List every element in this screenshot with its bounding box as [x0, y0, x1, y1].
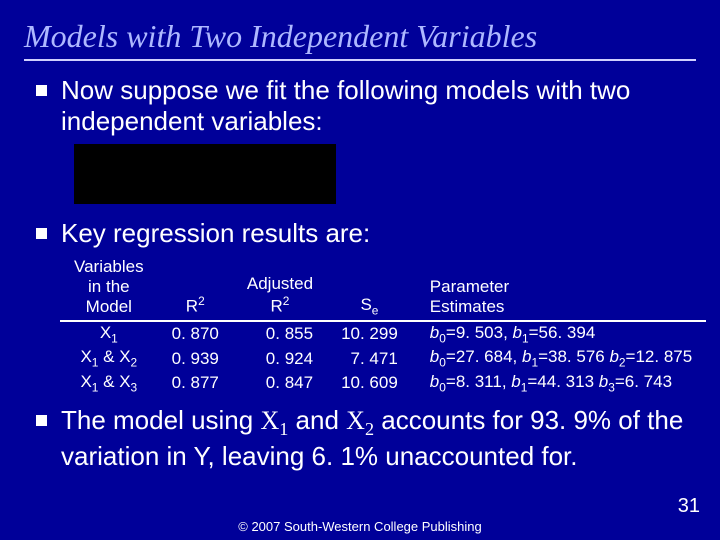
table-row: X10. 8700. 85510. 299b0=9. 503, b1=56. 3… — [60, 321, 706, 346]
cell-adj: 0. 855 — [233, 321, 327, 346]
cell-vars: X1 & X2 — [60, 346, 158, 370]
b3-x2: X — [346, 406, 365, 435]
bullet-1-text: Now suppose we fit the following models … — [61, 75, 696, 136]
footer-copyright: © 2007 South-Western College Publishing — [0, 519, 720, 534]
bullet-marker-icon — [36, 228, 47, 239]
page-number: 31 — [678, 495, 700, 518]
table-row: X1 & X20. 9390. 9247. 471b0=27. 684, b1=… — [60, 346, 706, 370]
col-vars-l1: Variables — [74, 257, 144, 276]
cell-est: b0=8. 311, b1=44. 313 b3=6. 743 — [412, 371, 706, 395]
bullet-2-text: Key regression results are: — [61, 218, 370, 249]
table-row: X1 & X30. 8770. 84710. 609b0=8. 311, b1=… — [60, 371, 706, 395]
cell-r2: 0. 870 — [158, 321, 233, 346]
col-se-sub: e — [372, 303, 379, 317]
cell-se: 10. 299 — [327, 321, 412, 346]
cell-r2: 0. 939 — [158, 346, 233, 370]
bullet-3-text: The model using X1 and X2 accounts for 9… — [61, 405, 696, 471]
cell-vars: X1 & X3 — [60, 371, 158, 395]
b3-x1: X — [260, 406, 279, 435]
cell-se: 7. 471 — [327, 346, 412, 370]
col-se: Se — [327, 257, 412, 321]
equation-box — [74, 144, 336, 204]
col-adj-sup: 2 — [283, 294, 290, 308]
b3-s1: 1 — [279, 419, 288, 439]
slide-title: Models with Two Independent Variables — [24, 18, 696, 55]
col-r2-sup: 2 — [198, 294, 205, 308]
cell-est: b0=9. 503, b1=56. 394 — [412, 321, 706, 346]
cell-se: 10. 609 — [327, 371, 412, 395]
bullet-3: The model using X1 and X2 accounts for 9… — [36, 405, 696, 471]
title-rule — [24, 59, 696, 61]
results-table: Variables in the Model R2 Adjusted R2 Se… — [60, 257, 696, 395]
cell-adj: 0. 847 — [233, 371, 327, 395]
col-adj-l1: Adjusted — [247, 274, 313, 293]
bullet-1: Now suppose we fit the following models … — [36, 75, 696, 136]
bullet-marker-icon — [36, 415, 47, 426]
col-adj-r2: Adjusted R2 — [233, 257, 327, 321]
bullet-marker-icon — [36, 85, 47, 96]
b3-mid: and — [288, 405, 346, 435]
cell-r2: 0. 877 — [158, 371, 233, 395]
b3-s2: 2 — [365, 419, 374, 439]
col-se-sym: S — [360, 295, 371, 314]
b3-pre: The model using — [61, 405, 260, 435]
col-r2: R2 — [158, 257, 233, 321]
col-est-l1: Parameter — [430, 277, 509, 296]
cell-adj: 0. 924 — [233, 346, 327, 370]
table-header-row: Variables in the Model R2 Adjusted R2 Se… — [60, 257, 706, 321]
col-est-l2: Estimates — [430, 297, 505, 316]
col-adj-l2: R — [271, 297, 283, 316]
col-vars: Variables in the Model — [60, 257, 158, 321]
cell-est: b0=27. 684, b1=38. 576 b2=12. 875 — [412, 346, 706, 370]
col-vars-l2: in the Model — [86, 277, 132, 316]
slide: Models with Two Independent Variables No… — [0, 0, 720, 540]
cell-vars: X1 — [60, 321, 158, 346]
bullet-2: Key regression results are: — [36, 218, 696, 249]
col-r2-sym: R — [186, 297, 198, 316]
col-estimates: Parameter Estimates — [412, 257, 706, 321]
